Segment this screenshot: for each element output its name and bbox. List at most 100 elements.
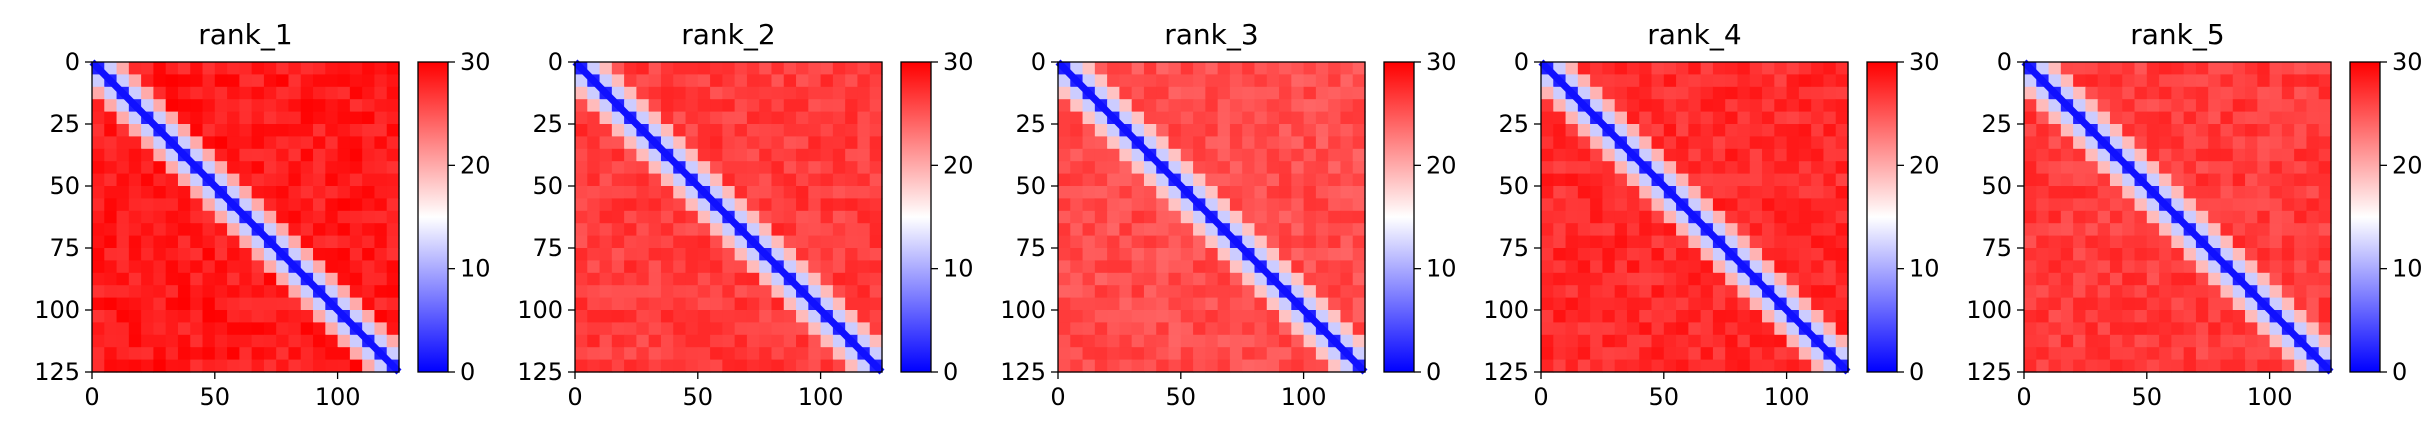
heatmap-cell bbox=[2085, 173, 2099, 187]
heatmap-cell bbox=[1058, 186, 1071, 199]
heatmap-cell bbox=[1688, 248, 1702, 261]
heatmap-cell bbox=[1798, 186, 1812, 199]
heatmap-cell bbox=[251, 322, 265, 336]
heatmap-cell bbox=[808, 285, 822, 299]
heatmap-cell bbox=[575, 74, 588, 88]
heatmap-cell bbox=[1602, 223, 1616, 237]
colorbar-tick-label: 0 bbox=[943, 358, 958, 386]
heatmap-cell bbox=[1590, 210, 1603, 224]
heatmap-cell bbox=[1303, 359, 1317, 373]
heatmap-cell bbox=[660, 359, 674, 373]
heatmap-cell bbox=[177, 310, 191, 323]
heatmap-cell bbox=[1663, 136, 1677, 150]
heatmap-cell bbox=[2109, 111, 2123, 125]
heatmap-cell bbox=[845, 186, 859, 199]
heatmap-cell bbox=[783, 74, 797, 88]
heatmap-cell bbox=[1315, 148, 1329, 162]
heatmap-cell bbox=[1352, 186, 1366, 199]
heatmap-cell bbox=[92, 186, 105, 199]
heatmap-cell bbox=[1700, 310, 1714, 323]
heatmap-cell bbox=[239, 347, 253, 361]
heatmap-cell bbox=[1070, 210, 1084, 224]
heatmap-cell bbox=[1553, 186, 1567, 199]
heatmap-cell bbox=[2036, 310, 2050, 323]
heatmap-cell bbox=[2245, 111, 2258, 125]
heatmap-cell bbox=[611, 359, 625, 373]
heatmap-cell bbox=[337, 148, 351, 162]
heatmap-cell bbox=[587, 285, 601, 299]
heatmap-cell bbox=[869, 74, 883, 88]
heatmap-cell bbox=[2232, 124, 2246, 137]
heatmap-cell bbox=[734, 248, 748, 261]
heatmap-cell bbox=[1303, 111, 1317, 125]
heatmap-cell bbox=[587, 210, 601, 224]
heatmap-cell bbox=[1266, 210, 1280, 224]
heatmap-cell bbox=[2097, 74, 2111, 88]
heatmap-cell bbox=[362, 297, 376, 311]
heatmap-cell bbox=[1131, 310, 1145, 323]
heatmap-cell bbox=[575, 124, 588, 137]
heatmap-cell bbox=[2318, 111, 2332, 125]
heatmap-cell bbox=[624, 223, 637, 237]
heatmap-cell bbox=[337, 285, 351, 299]
heatmap-cell bbox=[2073, 272, 2086, 286]
heatmap-cell bbox=[1774, 248, 1788, 261]
heatmap-cell bbox=[1553, 223, 1567, 237]
heatmap-cell bbox=[1291, 186, 1305, 199]
heatmap-cell bbox=[1143, 136, 1157, 150]
heatmap-cell bbox=[1193, 272, 1206, 286]
heatmap-cell bbox=[153, 186, 167, 199]
heatmap-cell bbox=[624, 124, 637, 137]
heatmap-cell bbox=[1352, 198, 1366, 212]
heatmap-cell bbox=[648, 223, 662, 237]
heatmap-cell bbox=[1217, 198, 1231, 212]
heatmap-cell bbox=[857, 285, 871, 299]
heatmap-cell bbox=[1786, 136, 1800, 150]
heatmap-cell bbox=[202, 223, 216, 237]
heatmap-cell bbox=[746, 136, 760, 150]
heatmap-cell bbox=[845, 248, 859, 261]
heatmap-cell bbox=[1242, 285, 1256, 299]
heatmap-cell bbox=[1541, 136, 1554, 150]
heatmap-cell bbox=[2060, 297, 2074, 311]
heatmap-cell bbox=[1205, 322, 1219, 336]
heatmap-cell bbox=[386, 62, 400, 75]
heatmap-cell bbox=[1639, 186, 1653, 199]
heatmap-cell bbox=[1315, 198, 1329, 212]
heatmap-cell bbox=[1639, 322, 1653, 336]
heatmap-cell bbox=[2257, 99, 2271, 113]
heatmap-cell bbox=[857, 260, 871, 274]
heatmap-cell bbox=[276, 99, 290, 113]
heatmap-cell bbox=[2294, 310, 2308, 323]
heatmap-cell bbox=[2085, 260, 2099, 274]
heatmap-cell bbox=[2097, 173, 2111, 187]
heatmap-cell bbox=[2122, 260, 2136, 274]
heatmap-cell bbox=[624, 186, 637, 199]
heatmap-cell bbox=[1565, 173, 1579, 187]
heatmap-cell bbox=[1266, 223, 1280, 237]
heatmap-cell bbox=[300, 136, 314, 150]
heatmap-cell bbox=[759, 186, 773, 199]
heatmap-cell bbox=[1119, 310, 1133, 323]
heatmap-cell bbox=[599, 124, 613, 137]
heatmap-cell bbox=[153, 86, 167, 100]
heatmap-cell bbox=[276, 148, 290, 162]
heatmap-cell bbox=[337, 359, 351, 373]
heatmap-cell bbox=[1156, 272, 1170, 286]
heatmap-cell bbox=[263, 310, 277, 323]
heatmap-cell bbox=[202, 198, 216, 212]
colorbar-gradient bbox=[2349, 61, 2381, 373]
heatmap-cell bbox=[2109, 359, 2123, 373]
heatmap-cell bbox=[1242, 136, 1256, 150]
heatmap-cell bbox=[2085, 210, 2099, 224]
heatmap-cell bbox=[214, 260, 228, 274]
heatmap-cell bbox=[239, 297, 253, 311]
heatmap-cell bbox=[1254, 210, 1268, 224]
heatmap-cell bbox=[1553, 235, 1567, 249]
heatmap-cell bbox=[2294, 260, 2308, 274]
heatmap-cell bbox=[1786, 248, 1800, 261]
heatmap-cell bbox=[141, 235, 154, 249]
heatmap-cell bbox=[648, 310, 662, 323]
heatmap-cell bbox=[1749, 347, 1763, 361]
heatmap-cell bbox=[2060, 74, 2074, 88]
